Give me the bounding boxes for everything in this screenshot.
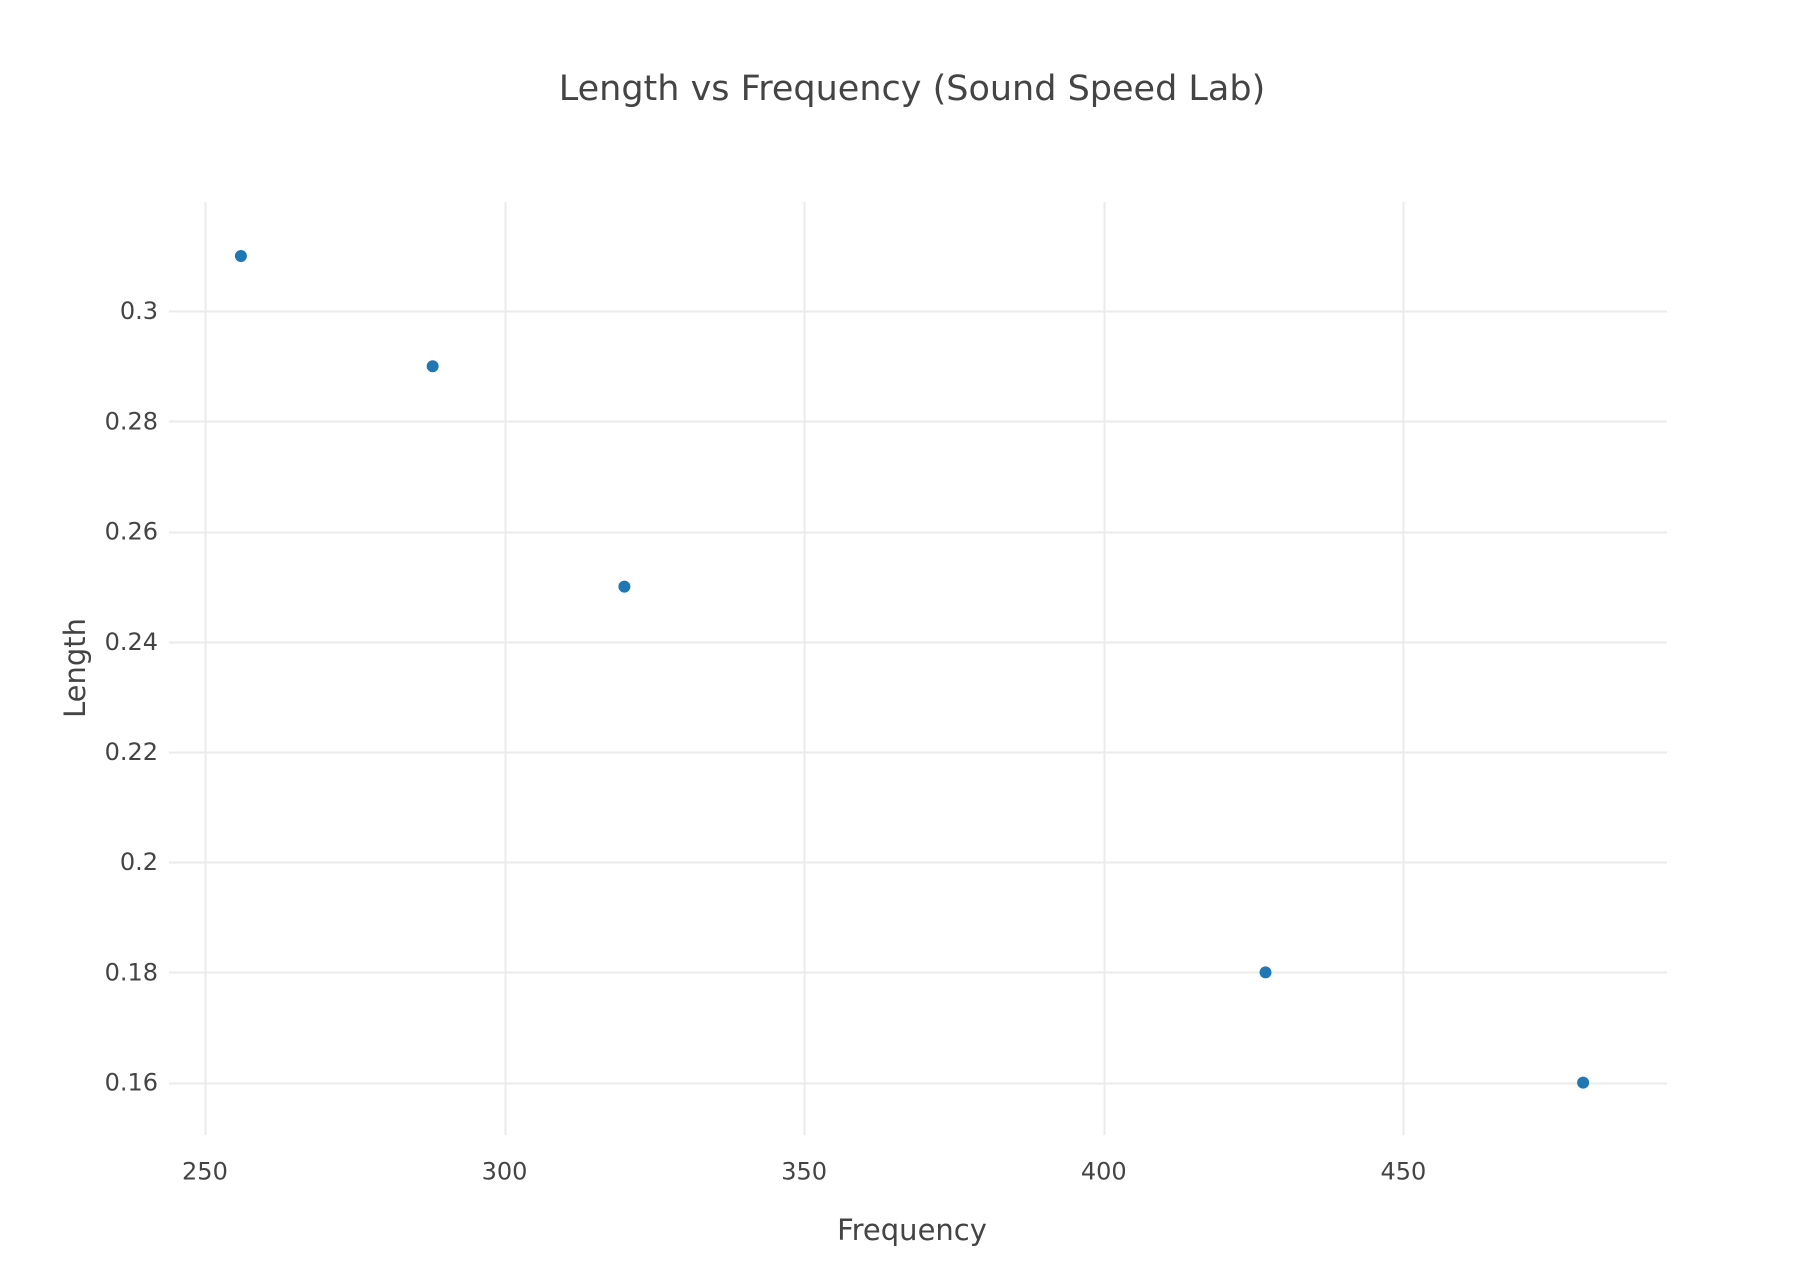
y-tick-label: 0.26 xyxy=(105,518,158,546)
x-tick-labels: 250 300 350 400 450 xyxy=(182,1158,1426,1186)
data-point[interactable] xyxy=(1577,1076,1590,1089)
x-axis-title: Frequency xyxy=(837,1213,987,1247)
x-tick-label: 250 xyxy=(182,1158,228,1186)
x-tick-label: 400 xyxy=(1081,1158,1127,1186)
y-tick-label: 0.18 xyxy=(105,958,158,986)
data-point[interactable] xyxy=(618,580,631,593)
y-axis-title: Length xyxy=(58,618,92,718)
data-points xyxy=(234,250,1590,1089)
chart-title: Length vs Frequency (Sound Speed Lab) xyxy=(559,69,1266,109)
y-tick-label: 0.2 xyxy=(120,848,158,876)
y-tick-label: 0.22 xyxy=(105,738,158,766)
data-point[interactable] xyxy=(426,360,439,373)
y-gridlines xyxy=(169,310,1667,1085)
y-tick-label: 0.28 xyxy=(105,407,158,435)
y-tick-label: 0.16 xyxy=(105,1069,158,1097)
x-tick-label: 450 xyxy=(1380,1158,1426,1186)
y-tick-labels: 0.16 0.18 0.2 0.22 0.24 0.26 0.28 0.3 xyxy=(105,297,158,1097)
y-tick-label: 0.3 xyxy=(120,297,158,325)
x-gridlines xyxy=(204,202,1405,1135)
y-tick-label: 0.24 xyxy=(105,628,158,656)
data-point[interactable] xyxy=(234,250,247,263)
x-tick-label: 300 xyxy=(482,1158,528,1186)
data-point[interactable] xyxy=(1259,966,1272,979)
x-tick-label: 350 xyxy=(781,1158,827,1186)
